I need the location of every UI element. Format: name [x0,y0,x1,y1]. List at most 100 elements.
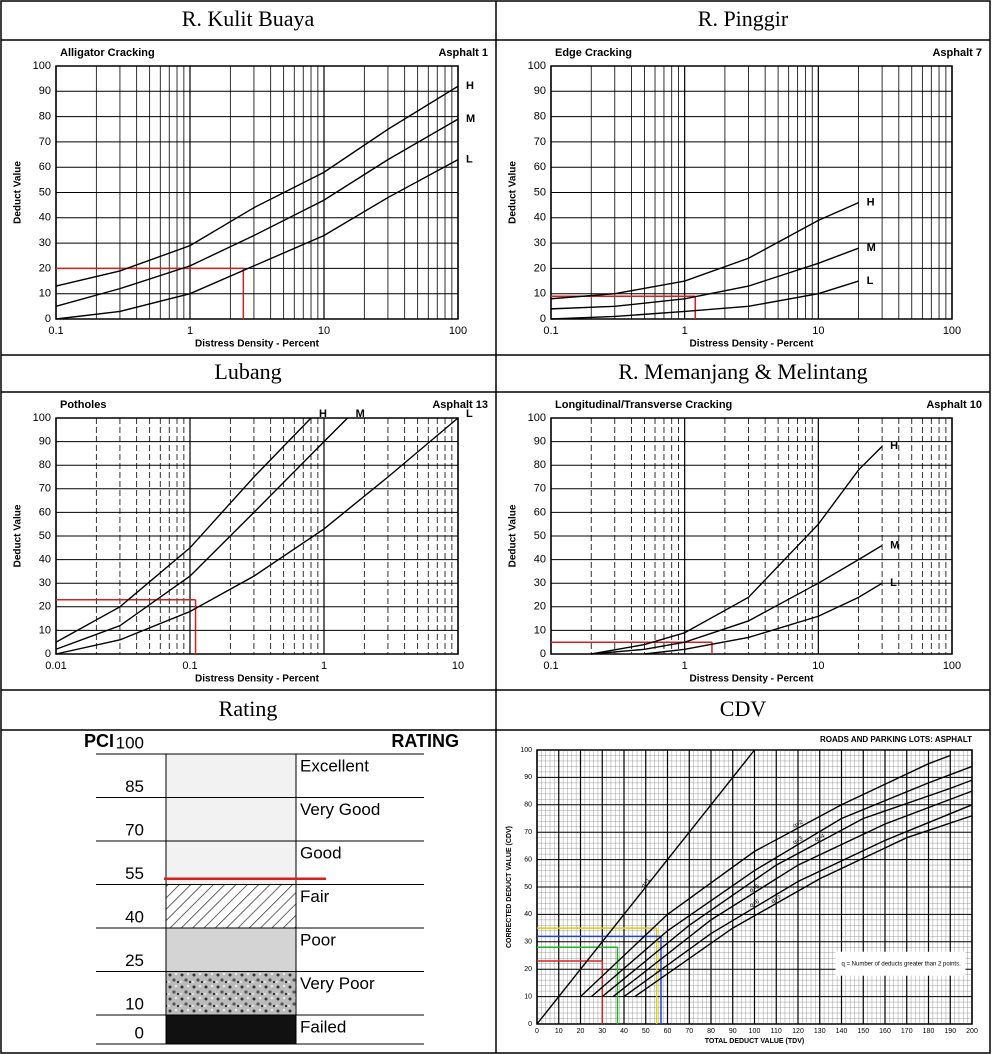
x-tick-label: 0.1 [543,325,558,337]
x-tick-label: 1 [187,325,193,337]
series-label: q=4 [814,833,826,843]
x-tick-label: 170 [901,1028,913,1035]
x-tick-label: 70 [685,1028,693,1035]
series-label: H [867,197,875,209]
rating-band [165,1014,297,1045]
rating-label: Very Good [300,800,380,819]
cell-header: R. Pinggir [698,6,789,31]
cell-header: R. Kulit Buaya [182,6,315,31]
y-axis-label: Deduct Value [13,504,24,567]
cell-header: R. Memanjang & Melintang [618,359,867,384]
series-line [536,749,756,1025]
y-tick-label: 70 [534,136,546,148]
y-tick-label: 0 [45,648,51,660]
y-tick-label: 60 [534,161,546,173]
series-line [612,790,973,998]
level-label: 85 [125,777,144,796]
series-line [591,544,883,655]
x-tick-label: 180 [923,1028,935,1035]
x-tick-label: 1 [682,660,688,672]
y-tick-label: 60 [39,161,51,173]
y-tick-label: 70 [534,483,546,495]
x-tick-label: 90 [729,1028,737,1035]
y-tick-label: 40 [39,554,51,566]
y-tick-label: 80 [39,459,51,471]
series-line [580,754,951,998]
series-label: q=1 [641,877,652,889]
x-tick-label: 10 [555,1028,563,1035]
cell-header: Lubang [214,359,281,384]
cell-header: CDV [720,696,767,721]
chart-subtitle: RATING [391,731,459,751]
y-tick-label: 30 [39,577,51,589]
y-tick-label: 60 [534,506,546,518]
y-tick-label: 10 [524,993,532,1000]
note: q = Number of deducts greater than 2 poi… [842,961,962,967]
y-tick-label: 70 [39,136,51,148]
series-line [601,779,973,998]
series-label: M [867,242,876,254]
y-tick-label: 50 [534,530,546,542]
series-line [590,765,973,998]
x-tick-label: 20 [577,1028,585,1035]
y-tick-label: 70 [524,829,532,836]
x-tick-label: 10 [452,660,464,672]
y-tick-label: 30 [534,577,546,589]
y-tick-label: 90 [524,774,532,781]
y-tick-label: 60 [524,856,532,863]
y-tick-label: 20 [534,262,546,274]
y-tick-label: 10 [39,288,51,300]
series-label: H [319,408,327,420]
y-axis-label: CORRECTED DEDUCT VALUE (CDV) [506,826,513,948]
rating-label: Failed [300,1017,346,1036]
y-tick-label: 100 [528,412,546,424]
rating-label: Excellent [300,756,369,775]
x-tick-label: 60 [664,1028,672,1035]
x-tick-label: 50 [642,1028,650,1035]
x-tick-label: 40 [620,1028,628,1035]
level-label: 70 [125,820,144,839]
chart-subtitle: Asphalt 10 [926,399,982,411]
rating-band [165,753,297,798]
series-line [644,582,883,655]
series-line [550,247,859,310]
series-label: L [466,408,473,420]
x-tick-label: 100 [943,660,961,672]
y-tick-label: 0 [540,313,546,325]
series-line [623,804,973,998]
rating-band [165,840,297,885]
chart-title: Edge Cracking [555,47,632,59]
y-tick-label: 60 [39,506,51,518]
y-tick-label: 20 [524,966,532,973]
chart-subtitle: Asphalt 7 [932,47,982,59]
series-line [550,280,859,320]
rating-band [165,927,297,972]
series-label: q=5 [749,883,761,894]
x-tick-label: 120 [792,1028,804,1035]
x-tick-label: 190 [944,1028,956,1035]
chart-title: PCI [84,731,114,751]
series-line [591,445,883,655]
x-tick-label: 0 [535,1028,539,1035]
series-label: L [867,275,874,287]
y-tick-label: 50 [534,186,546,198]
y-tick-label: 100 [528,60,546,72]
y-tick-label: 50 [524,884,532,891]
chart-title: Longitudinal/Transverse Cracking [555,399,732,411]
x-axis-label: Distress Density - Percent [690,674,815,685]
y-tick-label: 0 [528,1021,532,1028]
y-tick-label: 100 [33,412,51,424]
x-axis-label: TOTAL DEDUCT VALUE (TDV) [705,1038,804,1045]
series-label: M [356,408,365,420]
level-label: 100 [116,733,144,752]
series-label: q=3 [792,836,804,847]
rating-label: Fair [300,887,330,906]
series-label: q=6 [749,899,761,910]
chart-subtitle: Asphalt 13 [432,399,488,411]
series-label: M [890,539,899,551]
series-label: q=2 [792,819,804,829]
x-tick-label: 160 [879,1028,891,1035]
level-label: 25 [125,951,144,970]
y-tick-label: 40 [524,911,532,918]
y-tick-label: 20 [39,262,51,274]
